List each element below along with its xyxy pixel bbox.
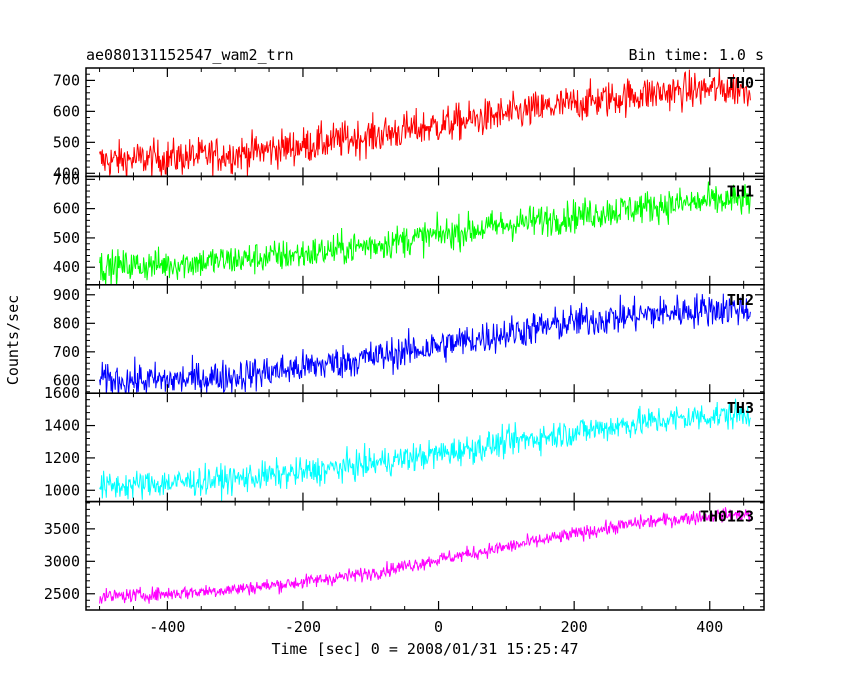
y-tick-label: 1400 (44, 417, 80, 435)
panel-th2: 600 700 800 900 TH2 (53, 284, 765, 394)
x-axis-label: Time [sec] 0 = 2008/01/31 15:25:47 (271, 640, 578, 658)
y-tick-label: 700 (53, 343, 80, 361)
y-tick-label: 600 (53, 102, 80, 120)
panel-th1: 400 500 600 700 TH1 (53, 170, 765, 286)
series-th2 (99, 293, 751, 394)
y-tick-label: 500 (53, 133, 80, 151)
series-th1 (99, 181, 751, 285)
y-tick-label: 700 (53, 71, 80, 89)
panel-label-th3: TH3 (727, 399, 754, 417)
y-tick-label: 1200 (44, 449, 80, 467)
panel-label-th2: TH2 (727, 291, 754, 309)
series-th3 (99, 398, 751, 502)
bin-time-label: Bin time: 1.0 s (629, 46, 764, 64)
panel-th0: 400 500 600 700 TH0 (53, 67, 765, 182)
panel-frame (85, 500, 765, 611)
x-tick-label: -200 (285, 618, 321, 636)
y-tick-label: 400 (53, 258, 80, 276)
y-tick-label: 400 (53, 164, 80, 182)
x-tick-label: 400 (696, 618, 723, 636)
y-tick-label: 1600 (44, 384, 80, 402)
panel-label-th0: TH0 (727, 74, 754, 92)
y-tick-label: 3500 (44, 520, 80, 538)
panel-label-th1: TH1 (727, 182, 754, 200)
series-th0123 (99, 507, 751, 604)
y-tick-label: 600 (53, 371, 80, 389)
panels-group: 400 500 600 700 TH0 400 500 600 700 TH1 600 700 800 9… (44, 67, 765, 611)
panel-frame (85, 284, 765, 394)
y-tick-label: 800 (53, 314, 80, 332)
y-tick-label: 2500 (44, 585, 80, 603)
panel-th3: 1000 1200 1400 1600 TH3 (44, 384, 765, 503)
y-tick-label: 500 (53, 229, 80, 247)
y-tick-label: 900 (53, 286, 80, 304)
y-tick-label: 3000 (44, 552, 80, 570)
y-tick-label: 600 (53, 200, 80, 218)
x-tick-label: -400 (149, 618, 185, 636)
x-tick-label: 200 (561, 618, 588, 636)
series-th0 (99, 68, 751, 177)
x-tick-label: 0 (434, 618, 443, 636)
panel-th0123: 2500 3000 3500 TH0123 (44, 500, 765, 611)
y-axis-label: Counts/sec (4, 295, 22, 385)
chart-title: ae080131152547_wam2_trn (86, 46, 294, 64)
x-axis: -400 -200 0 200 400 (149, 618, 723, 636)
panel-frame (85, 392, 765, 503)
y-tick-label: 700 (53, 170, 80, 188)
y-tick-label: 1000 (44, 481, 80, 499)
panel-label-th0123: TH0123 (700, 508, 754, 526)
